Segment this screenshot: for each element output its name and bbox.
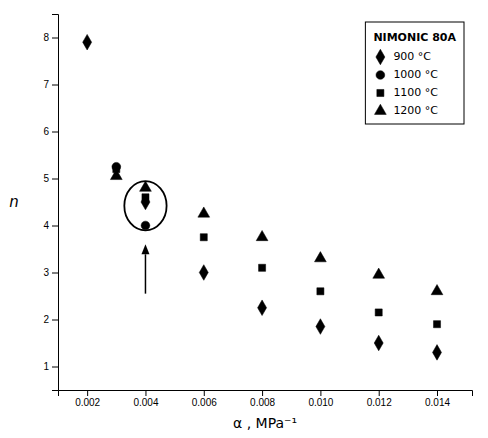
tick-mark <box>52 132 58 133</box>
tick-mark <box>52 85 58 86</box>
tick-mark <box>52 226 58 227</box>
x-axis-title: α , MPa⁻¹ <box>233 415 297 431</box>
point <box>431 285 443 295</box>
tick-label: 0.008 <box>250 397 275 408</box>
tick: 1 <box>43 361 58 372</box>
point <box>142 194 149 201</box>
legend-label: 1200 °C <box>393 104 438 117</box>
tick-mark <box>52 320 58 321</box>
plot: 0.002 0.004 0.006 0.008 0.010 0.012 0.014 1 2 3 4 5… <box>43 15 472 409</box>
tick: 8 <box>43 32 58 43</box>
x-axis: 0.002 0.004 0.006 0.008 0.010 0.012 0.014 <box>59 390 473 408</box>
series <box>110 169 442 294</box>
point <box>258 300 267 316</box>
point <box>83 34 92 50</box>
point <box>140 181 152 191</box>
tick-label: 5 <box>43 173 49 184</box>
axis-domain <box>59 391 473 397</box>
tick-mark <box>379 390 380 396</box>
point <box>316 319 325 335</box>
tick-label: 0.012 <box>367 397 392 408</box>
tick-label: 0.014 <box>425 397 450 408</box>
tick-label: 6 <box>43 126 49 137</box>
point <box>141 194 150 210</box>
tick: 0.002 <box>75 390 100 408</box>
tick-label: 0.002 <box>75 397 100 408</box>
tick-mark <box>145 390 146 396</box>
tick: 0.008 <box>250 390 275 408</box>
tick-label: 0.010 <box>308 397 333 408</box>
tick-label: 3 <box>43 267 49 278</box>
point <box>375 309 382 316</box>
point <box>198 207 210 217</box>
arrow-annotation <box>141 244 149 293</box>
point <box>256 230 268 240</box>
tick: 4 <box>43 220 58 231</box>
tick-label: 0.004 <box>133 397 158 408</box>
legend-symbol <box>376 71 385 80</box>
point <box>259 264 266 271</box>
point <box>374 335 383 351</box>
tick: 0.004 <box>133 390 158 408</box>
y-axis: 1 2 3 4 5 6 7 8 <box>43 15 58 391</box>
tick-mark <box>52 273 58 274</box>
legend-title: NIMONIC 80A <box>373 31 456 44</box>
chart: 0.002 0.004 0.006 0.008 0.010 0.012 0.014 1 2 3 4 5… <box>0 0 488 438</box>
tick: 0.006 <box>192 390 217 408</box>
tick-label: 1 <box>43 361 49 372</box>
point <box>373 268 385 278</box>
point <box>200 234 207 241</box>
legend-symbol <box>374 104 386 114</box>
series <box>113 166 441 328</box>
tick-mark <box>87 390 88 396</box>
tick: 7 <box>43 79 58 90</box>
legend-label: 1100 °C <box>393 86 438 99</box>
tick-mark <box>52 38 58 39</box>
point <box>110 169 122 179</box>
legend-frame <box>365 22 464 124</box>
tick-label: 4 <box>43 220 49 231</box>
axis-domain <box>52 15 59 391</box>
tick: 0.014 <box>425 390 450 408</box>
tick-mark <box>320 390 321 396</box>
legend: NIMONIC 80A 900 °C 1000 °C 1100 °C 1200 °C <box>365 22 464 124</box>
y-axis-title: n <box>9 193 19 211</box>
legend-label: 1000 °C <box>393 68 438 81</box>
arrow-shaft <box>145 254 147 293</box>
point <box>317 288 324 295</box>
tick-label: 7 <box>43 79 49 90</box>
legend-label: 900 °C <box>393 50 431 63</box>
tick: 3 <box>43 267 58 278</box>
point <box>433 321 440 328</box>
tick-label: 8 <box>43 32 49 43</box>
tick-label: 0.006 <box>192 397 217 408</box>
tick: 0.010 <box>308 390 333 408</box>
point <box>199 265 208 281</box>
tick-mark <box>437 390 438 396</box>
tick-label: 2 <box>43 314 49 325</box>
arrow-head <box>141 244 149 254</box>
legend-symbol <box>376 49 385 65</box>
ellipse-annotation <box>124 181 166 230</box>
tick-mark <box>52 367 58 368</box>
tick: 0.012 <box>367 390 392 408</box>
tick-mark <box>52 179 58 180</box>
legend-symbol <box>377 89 384 96</box>
tick: 2 <box>43 314 58 325</box>
tick: 6 <box>43 126 58 137</box>
tick-mark <box>262 390 263 396</box>
point <box>141 221 150 230</box>
point <box>433 345 442 361</box>
tick: 5 <box>43 173 58 184</box>
point <box>315 252 327 262</box>
tick-mark <box>204 390 205 396</box>
